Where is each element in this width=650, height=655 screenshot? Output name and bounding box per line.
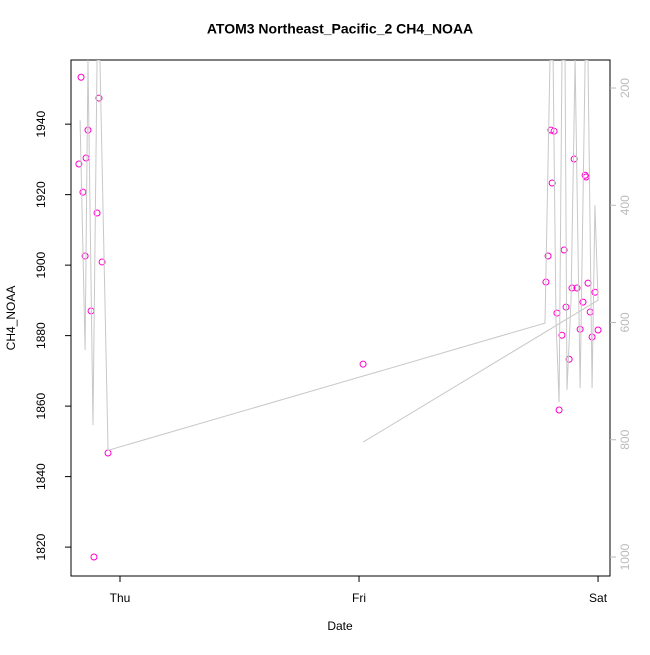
plot-frame xyxy=(70,59,611,577)
x-tick-label: Fri xyxy=(352,591,366,605)
point xyxy=(98,258,106,266)
point xyxy=(576,325,584,333)
point xyxy=(591,288,599,296)
y2-tick-label: 1000 xyxy=(618,543,632,570)
point xyxy=(544,252,552,260)
y-tick-label: 1860 xyxy=(34,392,48,419)
point xyxy=(84,126,92,134)
point xyxy=(553,309,561,317)
y-tick-label: 1840 xyxy=(34,463,48,490)
x-tick-label: Thu xyxy=(110,591,131,605)
point xyxy=(573,284,581,292)
plot-area xyxy=(75,60,602,561)
point xyxy=(568,284,576,292)
y-tick-label: 1820 xyxy=(34,533,48,560)
point xyxy=(79,188,87,196)
y-tick-label: 1900 xyxy=(34,251,48,278)
point xyxy=(93,209,101,217)
point xyxy=(570,155,578,163)
y-tick-label: 1920 xyxy=(34,181,48,208)
y2-tick-label: 800 xyxy=(618,429,632,449)
point xyxy=(77,73,85,81)
point xyxy=(565,355,573,363)
x-axis-label: Date xyxy=(327,619,353,633)
point xyxy=(560,246,568,254)
y-axis-label: CH4_NOAA xyxy=(4,286,18,351)
line xyxy=(79,60,599,451)
point xyxy=(588,333,596,341)
point xyxy=(582,173,590,181)
point xyxy=(95,94,103,102)
point xyxy=(586,308,594,316)
point xyxy=(82,154,90,162)
y2-tick-label: 200 xyxy=(618,78,632,98)
y-tick-label: 1880 xyxy=(34,322,48,349)
x-tick-label: Sat xyxy=(589,591,608,605)
point xyxy=(90,553,98,561)
point xyxy=(548,179,556,187)
point xyxy=(81,252,89,260)
point xyxy=(555,406,563,414)
y2-tick-label: 400 xyxy=(618,195,632,215)
point xyxy=(594,326,602,334)
chart-title: ATOM3 Northeast_Pacific_2 CH4_NOAA xyxy=(207,21,473,37)
y2-tick-label: 600 xyxy=(618,312,632,332)
point xyxy=(359,360,367,368)
y-tick-label: 1940 xyxy=(34,110,48,137)
point xyxy=(558,331,566,339)
point xyxy=(584,279,592,287)
point xyxy=(579,298,587,306)
point xyxy=(75,160,83,168)
point xyxy=(104,449,112,457)
